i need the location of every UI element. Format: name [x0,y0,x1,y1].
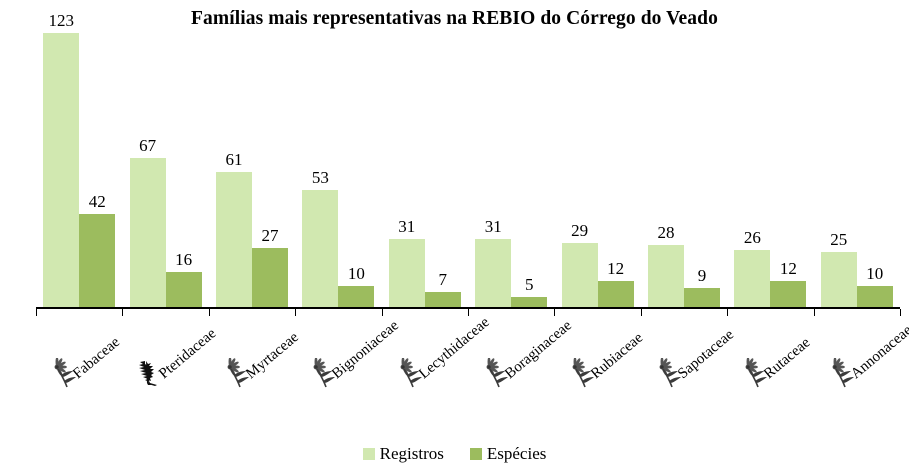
legend-label: Espécies [486,444,547,463]
bar-value-label: 25 [830,230,848,250]
flower-icon [48,358,78,388]
bar-registros[interactable] [647,245,684,308]
bar-especies[interactable] [338,285,375,308]
axis-tick [208,309,210,316]
bar-registros[interactable] [215,171,252,308]
bar-registros[interactable] [734,249,771,308]
bar-value-label: 10 [866,263,884,283]
flower-icon [566,358,596,388]
axis-tick [122,309,124,316]
flower-icon [307,358,337,388]
bar-value-label: 31 [398,216,416,236]
bar-group: 25 10 [814,28,900,308]
category-label-myrtaceae: Myrtaceae [242,329,302,383]
flower-icon [653,358,683,388]
bar-especies[interactable] [597,281,634,308]
bar-especies[interactable] [251,247,288,308]
axis-tick [727,309,729,316]
bar-value-label: 5 [524,274,534,294]
bar-value-label: 42 [88,192,106,212]
legend-item-espécies[interactable]: Espécies [469,444,547,464]
category-label-annonaceae: Annonaceae [847,322,909,383]
legend-item-registros[interactable]: Registros [362,444,444,464]
bar-value-label: 53 [311,167,329,187]
bar-especies[interactable] [683,287,720,308]
bar-value-label: 10 [347,263,365,283]
bar-registros[interactable] [43,33,80,308]
bar-group: 67 16 [122,28,208,308]
flower-icon [221,358,251,388]
axis-tick [900,309,901,316]
bar-value-label: 123 [48,11,74,30]
bar-group: 26 12 [727,28,813,308]
flower-icon [826,358,856,388]
bar-value-label: 29 [571,221,589,241]
axis-tick [468,309,469,316]
flower-icon [739,358,769,388]
category-label-sapotaceae: Sapotaceae [674,326,737,383]
bar-especies[interactable] [165,272,202,308]
bar-registros[interactable] [561,243,598,308]
axis-tick [295,309,297,316]
axis-tick [813,309,815,316]
bar-especies[interactable] [511,296,548,308]
bar-value-label: 16 [175,250,193,270]
bar-especies[interactable] [79,214,116,308]
bar-value-label: 12 [607,259,625,279]
axis-tick [554,309,556,316]
bar-value-label: 31 [484,216,502,236]
legend-label: Registros [379,444,444,463]
bar-value-label: 9 [697,265,707,285]
fern-icon [134,358,164,388]
x-axis-line [36,307,900,309]
bar-value-label: 12 [779,259,797,279]
flower-icon [394,358,424,388]
bar-registros[interactable] [302,189,339,308]
bar-registros[interactable] [475,238,512,308]
category-label-pteridaceae: Pteridaceae [156,325,220,383]
category-label-bignoniaceae: Bignoniaceae [329,317,403,383]
axis-tick [381,309,383,316]
bar-group: 31 5 [468,28,554,308]
category-label-rubiaceae: Rubiaceae [588,329,647,383]
plot-area: 123 42 67 16 61 27 53 10 31 7 31 5 29 12 28 9 26 12 25 10 [36,12,900,308]
bar-registros[interactable] [820,252,857,308]
bar-value-label: 61 [225,149,243,169]
bar-registros[interactable] [129,158,166,308]
bar-group: 53 10 [295,28,381,308]
bar-group: 61 27 [209,28,295,308]
axis-tick [36,309,37,316]
category-label-boraginaceae: Boraginaceae [501,317,575,383]
bar-value-label: 67 [139,136,157,156]
bar-group: 123 42 [36,12,122,308]
bar-group: 31 7 [382,28,468,308]
chart-title: Famílias mais representativas na REBIO d… [191,8,718,29]
bar-registros[interactable] [388,238,425,308]
bar-especies[interactable] [770,281,807,308]
legend-swatch [362,448,375,460]
legend-swatch [469,448,482,460]
bar-value-label: 7 [438,270,448,290]
bar-value-label: 28 [657,223,675,243]
bar-group: 29 12 [554,28,640,308]
axis-tick [640,309,642,316]
chart-legend: Registros Espécies [0,444,909,464]
bar-especies[interactable] [424,292,461,308]
bar-value-label: 26 [743,227,761,247]
bar-especies[interactable] [856,285,893,308]
flower-icon [480,358,510,388]
bar-value-label: 27 [261,225,279,245]
bar-group: 28 9 [641,28,727,308]
